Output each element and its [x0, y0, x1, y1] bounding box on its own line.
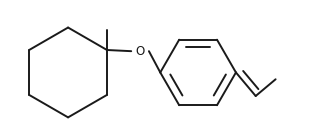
Text: O: O — [135, 45, 145, 58]
